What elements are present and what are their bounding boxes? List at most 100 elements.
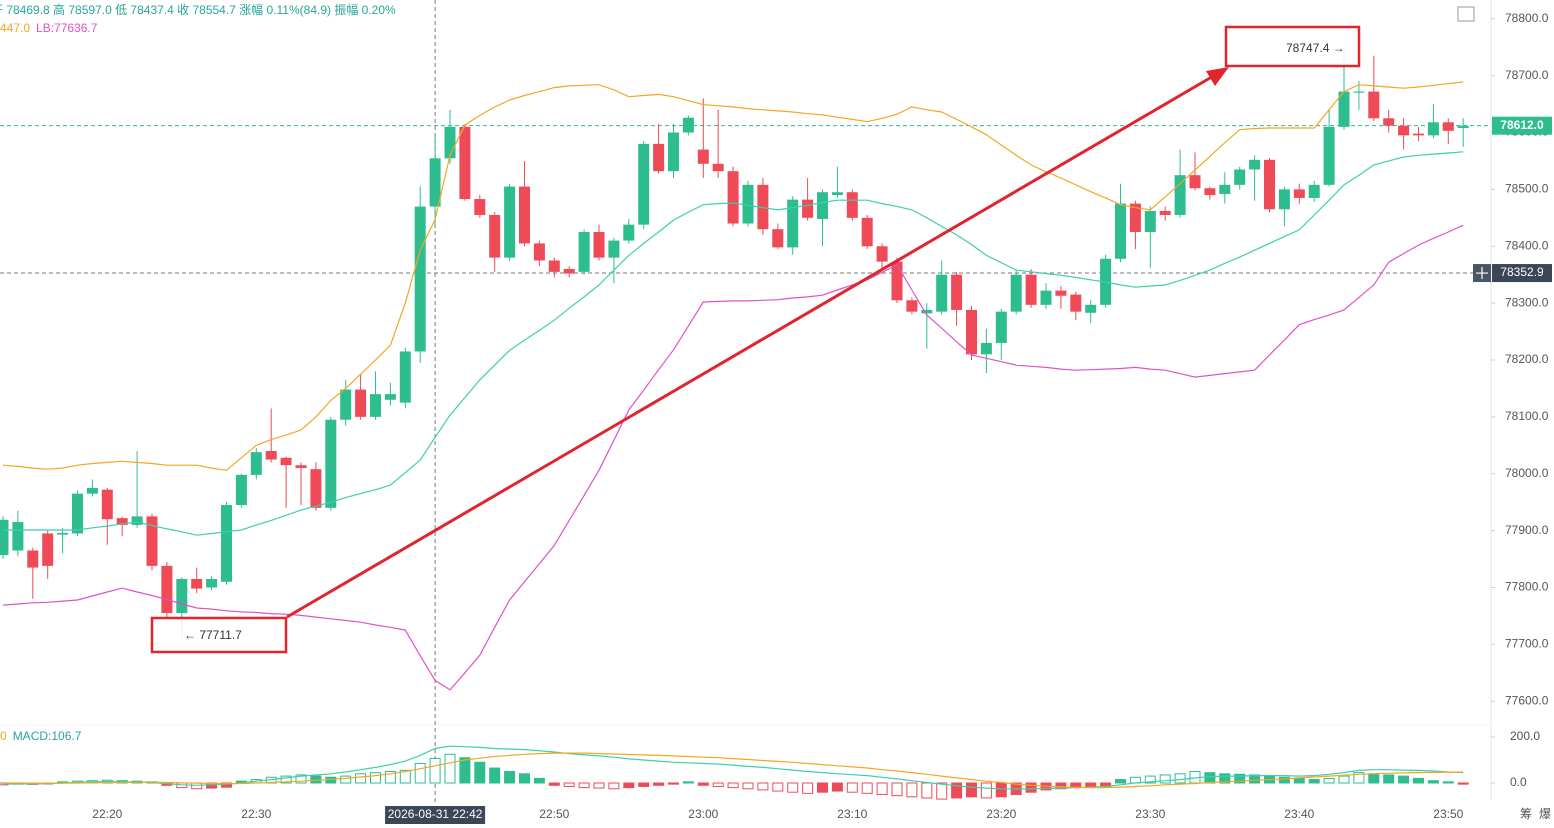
candle-body — [980, 342, 992, 355]
candle-body — [623, 224, 635, 241]
macd-bar — [1055, 782, 1067, 790]
macd-bar — [995, 782, 1007, 798]
annotation-text: 78747.4 → — [1286, 41, 1345, 55]
candle-body — [1278, 189, 1290, 210]
macd-y-tick-label: 200.0 — [1510, 729, 1540, 743]
macd-bar — [1144, 775, 1156, 784]
candle-body — [1189, 175, 1201, 189]
annotation-box — [1224, 25, 1361, 68]
macd-bar — [370, 772, 381, 784]
macd-bar — [1249, 774, 1261, 784]
candle-body — [1144, 210, 1156, 233]
candle-body — [1234, 169, 1246, 185]
macd-bar — [593, 782, 605, 789]
macd-bar — [921, 782, 933, 799]
candle-body — [533, 243, 545, 261]
macd-bar — [891, 782, 903, 797]
macd-bar — [504, 771, 516, 784]
macd-bar — [623, 782, 635, 789]
macd-y-tick-label: 0.0 — [1510, 775, 1527, 789]
macd-bar — [563, 782, 575, 787]
macd-bar — [1293, 777, 1305, 784]
candle-body — [578, 232, 590, 272]
candle-body — [787, 199, 799, 248]
candle-body — [72, 493, 83, 534]
macd-bar — [936, 782, 948, 800]
macd-bar — [712, 782, 724, 787]
candle-body — [519, 186, 530, 244]
candle-body — [280, 457, 292, 466]
crosshair-price-box — [1492, 264, 1552, 283]
candle-body — [101, 489, 113, 520]
macd-line — [3, 752, 1464, 789]
macd-bar — [1338, 775, 1350, 784]
candle-body — [891, 261, 903, 301]
candle-body — [1413, 133, 1424, 136]
toolbar-icon[interactable]: 爆 — [1539, 807, 1551, 821]
trend-arrowhead — [1206, 67, 1229, 86]
macd-bar — [1413, 777, 1424, 784]
y-tick-label: 78000.0 — [1505, 466, 1549, 480]
x-tick-label: 22:50 — [539, 807, 569, 821]
macd-bar — [742, 782, 754, 790]
y-tick-label: 78200.0 — [1505, 352, 1549, 366]
macd-bar — [355, 773, 367, 784]
macd-bar — [906, 782, 918, 798]
band-line — [2, 224, 1464, 691]
candle-body — [906, 300, 918, 312]
expand-icon[interactable] — [1457, 6, 1475, 22]
candle-body — [951, 274, 963, 310]
band-line — [2, 81, 1464, 471]
candle-body — [1070, 294, 1082, 312]
y-tick-label: 78100.0 — [1505, 409, 1549, 423]
candle-body — [27, 550, 39, 568]
macd-bar — [727, 782, 739, 789]
macd-bar — [1174, 773, 1186, 784]
macd-bar — [1398, 775, 1410, 784]
macd-bar — [578, 782, 590, 789]
candle-body — [817, 192, 828, 219]
candle-body — [861, 217, 873, 247]
macd-legend: 0 — [0, 729, 7, 743]
candle-body — [146, 516, 158, 566]
ohlc-header: 开 78469.8 高 78597.0 低 78437.4 收 78554.7 … — [0, 2, 396, 17]
macd-bar — [817, 782, 828, 793]
y-tick-label: 77700.0 — [1505, 637, 1549, 651]
candle-body — [831, 192, 843, 196]
macd-bar — [1115, 779, 1126, 784]
candle-body — [340, 389, 352, 420]
toolbar-icon[interactable]: 筹 — [1520, 807, 1532, 821]
y-tick-label: 78800.0 — [1505, 11, 1549, 25]
macd-bar — [325, 776, 337, 784]
macd-bar — [221, 782, 232, 788]
macd-bar — [831, 782, 843, 792]
candle-body — [638, 143, 650, 225]
candle-body — [474, 199, 486, 215]
candle-body — [1040, 290, 1052, 305]
x-tick-label: 23:40 — [1284, 807, 1314, 821]
crosshair-date-box — [385, 806, 486, 824]
annotation-text: ← 77711.7 — [184, 628, 242, 642]
candle-body — [310, 469, 322, 508]
candle-body — [384, 394, 396, 400]
candle-body — [414, 206, 426, 352]
candle-body — [489, 214, 501, 258]
macd-bar — [1353, 772, 1365, 784]
candle-body — [1085, 304, 1097, 313]
macd-bar — [519, 773, 530, 784]
candle-body — [1368, 91, 1380, 119]
candle-body — [370, 394, 381, 417]
macd-bar — [757, 782, 769, 791]
x-tick-label: 23:50 — [1433, 807, 1463, 821]
x-tick-label: 22:20 — [92, 807, 122, 821]
candle-body — [131, 516, 143, 525]
macd-bar — [653, 782, 665, 786]
band-legend: 447.0 — [0, 21, 30, 35]
candle-body — [176, 578, 188, 614]
candle-body — [697, 149, 709, 164]
candle-body — [668, 132, 679, 172]
candle-body — [1219, 184, 1231, 194]
candle-body — [429, 158, 441, 207]
candle-body — [802, 199, 814, 218]
macd-bar — [414, 762, 426, 784]
